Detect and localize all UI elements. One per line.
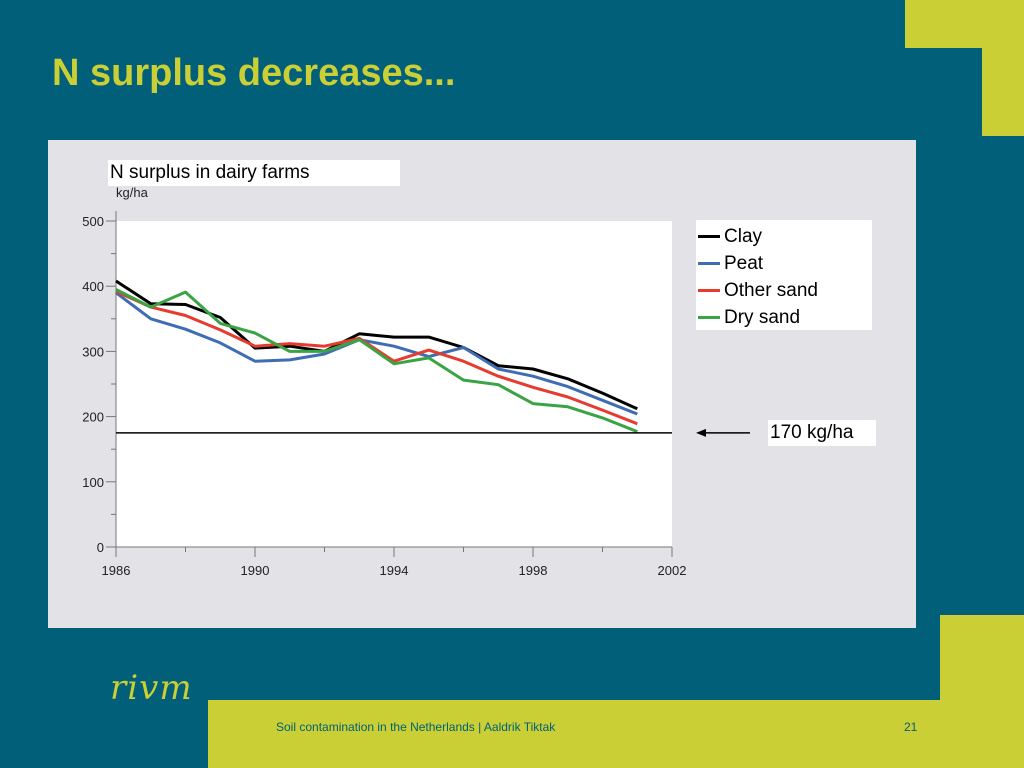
y-tick-label-0: 0 [97,540,104,555]
chart-legend: Clay Peat Other sand Dry sand [696,220,872,330]
reference-line-label: 170 kg/ha [768,420,876,446]
legend-swatch [698,316,720,319]
x-tick-label-2002: 2002 [658,563,687,578]
footer-band: Soil contamination in the Netherlands | … [208,700,1024,768]
y-axis-label: kg/ha [116,185,149,200]
legend-swatch [698,262,720,265]
y-tick-label-200: 200 [82,410,104,425]
reference-arrow-head [696,428,706,437]
series-line-clay [115,279,638,411]
legend-swatch [698,235,720,238]
corner-block-top-right [905,0,1024,48]
legend-label: Other sand [724,279,818,301]
corner-block-bottom-right [940,615,1024,705]
legend-item-peat: Peat [696,250,872,277]
legend-swatch [698,289,720,292]
legend-item-dry-sand: Dry sand [696,304,872,331]
footer-text: Soil contamination in the Netherlands | … [276,720,556,734]
y-tick-label-400: 400 [82,279,104,294]
series-line-peat [115,291,638,416]
page-number: 21 [904,720,918,734]
x-tick-label-1990: 1990 [241,563,270,578]
legend-item-other-sand: Other sand [696,277,872,304]
x-tick-label-1998: 1998 [519,563,548,578]
rivm-logo: rivm [110,668,193,708]
x-tick-label-1986: 1986 [102,563,131,578]
plot-area [116,221,672,547]
series-line-other-sand [115,290,638,426]
y-tick-label-500: 500 [82,214,104,229]
corner-block-right [982,48,1024,136]
chart-title: N surplus in dairy farms [108,160,400,186]
y-tick-label-300: 300 [82,344,104,359]
legend-label: Dry sand [724,306,801,328]
slide-title: N surplus decreases... [52,52,456,94]
x-tick-label-1994: 1994 [380,563,409,578]
chart-panel: 0 100 200 300 400 500 kg/ha 1986 1990 1994 1998 200… [48,140,916,628]
y-tick-label-100: 100 [82,475,104,490]
line-chart: 0 100 200 300 400 500 kg/ha 1986 1990 1994 1998 200… [82,185,750,578]
series-line-dry-sand [115,288,638,433]
legend-item-clay: Clay [696,223,872,250]
legend-label: Peat [724,252,764,274]
legend-label: Clay [724,225,763,247]
